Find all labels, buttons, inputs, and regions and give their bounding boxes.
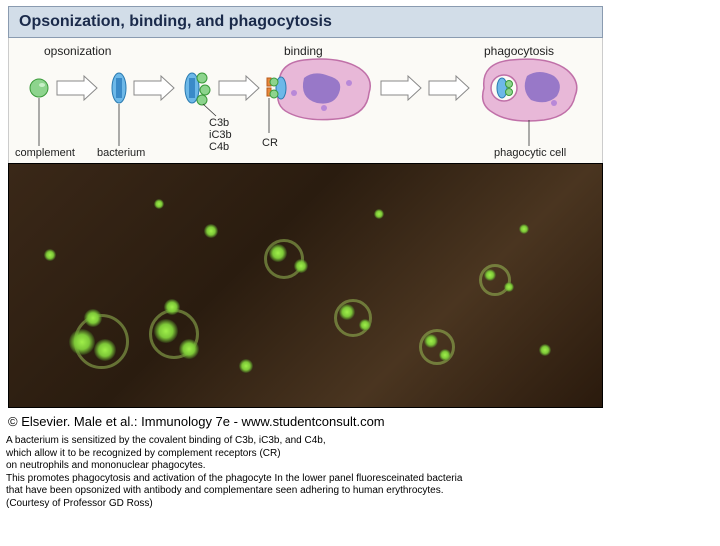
fluorescent-bacterium — [69, 329, 95, 355]
label-ic3b: iC3b — [209, 129, 232, 141]
erythrocyte-ring — [334, 299, 372, 337]
fluorescent-bacterium — [504, 282, 514, 292]
arrow-3 — [219, 76, 259, 100]
fluorescent-bacterium — [179, 339, 199, 359]
fluorescent-bacterium — [424, 334, 438, 348]
figure-caption: A bacterium is sensitized by the covalen… — [6, 435, 720, 510]
label-c4b: C4b — [209, 141, 229, 153]
fluorescent-bacterium — [154, 319, 178, 343]
copyright-line: © Elsevier. Male et al.: Immunology 7e -… — [8, 414, 720, 429]
figure-title: Opsonization, binding, and phagocytosis — [19, 13, 332, 30]
label-c3b: C3b — [209, 117, 229, 129]
fluorescent-bacterium — [359, 319, 371, 331]
fluorescent-bacterium — [84, 309, 102, 327]
fluorescent-bacterium — [519, 224, 529, 234]
fluorescent-bacterium — [539, 344, 551, 356]
fluorescent-bacterium — [484, 269, 496, 281]
arrow-4 — [381, 76, 421, 100]
fluorescent-bacterium — [339, 304, 355, 320]
caption-line-3: on neutrophils and mononuclear phagocyte… — [6, 460, 720, 473]
fluorescent-bacterium — [269, 244, 287, 262]
erythrocyte-ring — [419, 329, 455, 365]
fluorescent-bacterium — [154, 199, 164, 209]
caption-line-5: that have been opsonized with antibody a… — [6, 485, 720, 498]
caption-line-4: This promotes phagocytosis and activatio… — [6, 473, 720, 486]
fluorescent-bacterium — [374, 209, 384, 219]
arrow-1 — [57, 76, 97, 100]
caption-line-6: (Courtesy of Professor GD Ross) — [6, 498, 720, 511]
fluorescent-bacterium — [94, 339, 116, 361]
diagram-panel: opsonization binding phagocytosis — [8, 38, 603, 163]
label-phagocytic-cell: phagocytic cell — [494, 147, 566, 159]
fluorescent-bacterium — [164, 299, 180, 315]
arrow-5 — [429, 76, 469, 100]
diagram-svg — [9, 38, 604, 163]
arrow-2 — [134, 76, 174, 100]
fluorescent-bacterium — [204, 224, 218, 238]
caption-line-2: which allow it to be recognized by compl… — [6, 448, 720, 461]
label-bacterium: bacterium — [97, 147, 145, 159]
fluorescent-bacterium — [439, 349, 451, 361]
label-complement: complement — [15, 147, 75, 159]
fluorescent-bacterium — [44, 249, 56, 261]
caption-line-1: A bacterium is sensitized by the covalen… — [6, 435, 720, 448]
fluorescent-bacterium — [294, 259, 308, 273]
fluorescent-bacterium — [239, 359, 253, 373]
complement-icon — [30, 79, 48, 97]
microscopy-panel — [8, 163, 603, 408]
figure-container: Opsonization, binding, and phagocytosis … — [0, 6, 720, 546]
figure-title-bar: Opsonization, binding, and phagocytosis — [8, 6, 603, 38]
label-cr: CR — [262, 137, 278, 149]
